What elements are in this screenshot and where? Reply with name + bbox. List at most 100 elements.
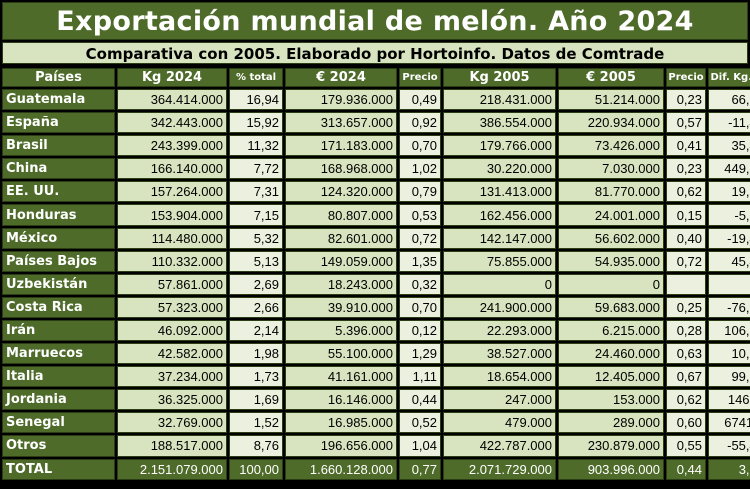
eur-2024-cell: 16.146.000 [285, 389, 397, 411]
dif-kg-cell: -76,30 [708, 296, 750, 318]
precio-2024-cell: 1,02 [399, 158, 441, 180]
table-row: Países Bajos 110.332.000 5,13 149.059.000 1,… [2, 250, 750, 272]
table-row: España 342.443.000 15,92 313.657.000 0,92 386… [2, 112, 750, 134]
precio-2005-cell: 0,41 [666, 135, 706, 157]
dif-kg-cell: 106,76 [708, 319, 750, 342]
kg-2024-cell: 188.517.000 [117, 435, 227, 457]
eur-2024-cell: 5.396.000 [285, 319, 397, 342]
eur-2005-cell: 12.405.000 [558, 366, 664, 388]
pct-total-cell: 8,76 [229, 435, 283, 457]
dif-kg-cell [708, 273, 750, 295]
table-row: Italia 37.234.000 1,73 41.161.000 1,11 18.654… [2, 366, 750, 388]
kg-2024-cell: 153.904.000 [117, 204, 227, 226]
dif-kg-cell: 66,83 [708, 89, 750, 111]
kg-2005-cell: 0 [443, 273, 556, 295]
kg-2005-cell: 142.147.000 [443, 227, 556, 249]
precio-2005-cell: 0,60 [666, 412, 706, 434]
table-row: Marruecos 42.582.000 1,98 55.100.000 1,29 38.… [2, 343, 750, 365]
kg-2005-cell: 162.456.000 [443, 204, 556, 226]
dif-kg-cell: 19,67 [708, 181, 750, 203]
kg-2024-cell: 37.234.000 [117, 366, 227, 388]
dif-kg-cell: -55,41 [708, 435, 750, 457]
kg-2024-cell: 110.332.000 [117, 250, 227, 272]
eur-2024-cell: 171.183.000 [285, 135, 397, 157]
country-cell: Irán [2, 319, 115, 342]
kg-2024-cell: 46.092.000 [117, 319, 227, 342]
pct-total-cell: 100,00 [229, 458, 283, 480]
precio-2024-cell: 0,70 [399, 135, 441, 157]
precio-2024-cell: 1,35 [399, 250, 441, 272]
country-cell: Otros [2, 435, 115, 457]
table-row: Senegal 32.769.000 1,52 16.985.000 0,52 479.0… [2, 412, 750, 434]
header-eur-2005: € 2005 [558, 68, 664, 87]
eur-2024-cell: 1.660.128.000 [285, 458, 397, 480]
kg-2005-cell: 30.220.000 [443, 158, 556, 180]
table-row: Otros 188.517.000 8,76 196.656.000 1,04 422.7… [2, 435, 750, 457]
kg-2005-cell: 479.000 [443, 412, 556, 434]
table-row: EE. UU. 157.264.000 7,31 124.320.000 0,79 131… [2, 181, 750, 203]
eur-2005-cell: 54.935.000 [558, 250, 664, 272]
eur-2024-cell: 18.243.000 [285, 273, 397, 295]
precio-2005-cell [666, 273, 706, 295]
header-pct-total: % total [229, 68, 283, 87]
pct-total-cell: 2,69 [229, 273, 283, 295]
country-cell: México [2, 227, 115, 249]
kg-2005-cell: 218.431.000 [443, 89, 556, 111]
total-row: TOTAL 2.151.079.000 100,00 1.660.128.000 0,7… [2, 458, 750, 480]
table-row: Guatemala 364.414.000 16,94 179.936.000 0,49… [2, 89, 750, 111]
precio-2005-cell: 0,72 [666, 250, 706, 272]
kg-2005-cell: 422.787.000 [443, 435, 556, 457]
pct-total-cell: 16,94 [229, 89, 283, 111]
kg-2005-cell: 131.413.000 [443, 181, 556, 203]
table-row: Irán 46.092.000 2,14 5.396.000 0,12 22.293.00… [2, 319, 750, 342]
precio-2024-cell: 0,12 [399, 319, 441, 342]
kg-2024-cell: 57.861.000 [117, 273, 227, 295]
kg-2005-cell: 241.900.000 [443, 296, 556, 318]
header-precio-2024: Precio [399, 68, 441, 87]
kg-2024-cell: 364.414.000 [117, 89, 227, 111]
eur-2005-cell: 24.001.000 [558, 204, 664, 226]
kg-2005-cell: 22.293.000 [443, 319, 556, 342]
pct-total-cell: 1,52 [229, 412, 283, 434]
dif-kg-cell: 99,60 [708, 366, 750, 388]
dif-kg-cell: 3,83 [708, 458, 750, 480]
kg-2024-cell: 157.264.000 [117, 181, 227, 203]
kg-2024-cell: 114.480.000 [117, 227, 227, 249]
kg-2024-cell: 243.399.000 [117, 135, 227, 157]
pct-total-cell: 15,92 [229, 112, 283, 134]
precio-2024-cell: 0,72 [399, 227, 441, 249]
header-kg-2024: Kg 2024 [117, 68, 227, 87]
kg-2005-cell: 179.766.000 [443, 135, 556, 157]
country-cell: Italia [2, 366, 115, 388]
precio-2005-cell: 0,25 [666, 296, 706, 318]
precio-2024-cell: 1,29 [399, 343, 441, 365]
kg-2005-cell: 386.554.000 [443, 112, 556, 134]
table-row: Costa Rica 57.323.000 2,66 39.910.000 0,70 24… [2, 296, 750, 318]
dif-kg-cell: -11,41 [708, 112, 750, 134]
eur-2005-cell: 7.030.000 [558, 158, 664, 180]
precio-2024-cell: 0,79 [399, 181, 441, 203]
table-row: China 166.140.000 7,72 168.968.000 1,02 30.22… [2, 158, 750, 180]
page-title: Exportación mundial de melón. Año 2024 [2, 2, 748, 40]
country-cell: TOTAL [2, 458, 115, 480]
precio-2005-cell: 0,67 [666, 366, 706, 388]
eur-2005-cell: 220.934.000 [558, 112, 664, 134]
table-row: Jordania 36.325.000 1,69 16.146.000 0,44 247.… [2, 389, 750, 411]
precio-2024-cell: 0,70 [399, 296, 441, 318]
header-row: Países Kg 2024% total € 2024 Precio Kg 2005 €… [2, 68, 750, 87]
header-dif-kg: Dif. Kg. % [708, 68, 750, 87]
header-kg-2005: Kg 2005 [443, 68, 556, 87]
pct-total-cell: 11,32 [229, 135, 283, 157]
precio-2005-cell: 0,15 [666, 204, 706, 226]
eur-2005-cell: 73.426.000 [558, 135, 664, 157]
eur-2005-cell: 903.996.000 [558, 458, 664, 480]
precio-2005-cell: 0,44 [666, 458, 706, 480]
eur-2024-cell: 149.059.000 [285, 250, 397, 272]
header-eur-2024: € 2024 [285, 68, 397, 87]
country-cell: Senegal [2, 412, 115, 434]
kg-2005-cell: 247.000 [443, 389, 556, 411]
eur-2005-cell: 51.214.000 [558, 89, 664, 111]
precio-2024-cell: 0,53 [399, 204, 441, 226]
eur-2024-cell: 82.601.000 [285, 227, 397, 249]
dif-kg-cell: -19,46 [708, 227, 750, 249]
